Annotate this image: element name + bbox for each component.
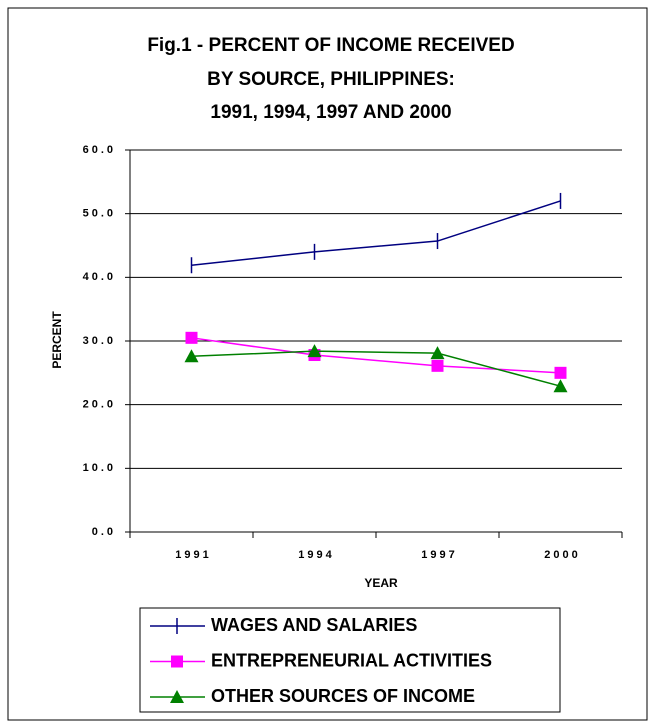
- chart-border: [7, 7, 648, 721]
- legend-marker: [171, 655, 183, 668]
- legend: [139, 607, 561, 713]
- x-tick-label: 1997: [421, 549, 457, 561]
- data-point: [184, 349, 199, 363]
- y-tick-label: 10.0: [83, 462, 116, 474]
- legend-marker: [170, 690, 184, 703]
- data-point: [430, 346, 445, 360]
- data-point: [553, 379, 568, 393]
- y-tick-label: 20.0: [83, 399, 116, 411]
- chart-title: 1991, 1994, 1997 AND 2000: [210, 102, 451, 123]
- legend-label: ENTREPRENEURIAL ACTIVITIES: [211, 650, 492, 670]
- data-point: [307, 344, 322, 358]
- y-tick-label: 0.0: [92, 526, 116, 538]
- legend-label: WAGES AND SALARIES: [211, 615, 417, 635]
- y-tick-label: 50.0: [83, 208, 116, 220]
- series-line: [191, 200, 561, 266]
- chart-title: Fig.1 - PERCENT OF INCOME RECEIVED: [147, 35, 514, 56]
- y-tick-label: 30.0: [83, 335, 116, 347]
- data-point: [185, 331, 198, 344]
- x-tick-label: 1994: [298, 549, 334, 561]
- legend-label: OTHER SOURCES OF INCOME: [211, 686, 475, 706]
- x-tick-label: 2000: [544, 549, 580, 561]
- x-axis-label: YEAR: [364, 576, 398, 590]
- data-point: [431, 359, 444, 372]
- y-tick-label: 60.0: [83, 144, 116, 156]
- data-point: [554, 366, 567, 379]
- y-tick-label: 40.0: [83, 271, 116, 283]
- y-axis-label: PERCENT: [50, 311, 64, 369]
- x-tick-label: 1991: [175, 549, 211, 561]
- series-line: [191, 350, 561, 387]
- chart-title: BY SOURCE, PHILIPPINES:: [207, 69, 455, 90]
